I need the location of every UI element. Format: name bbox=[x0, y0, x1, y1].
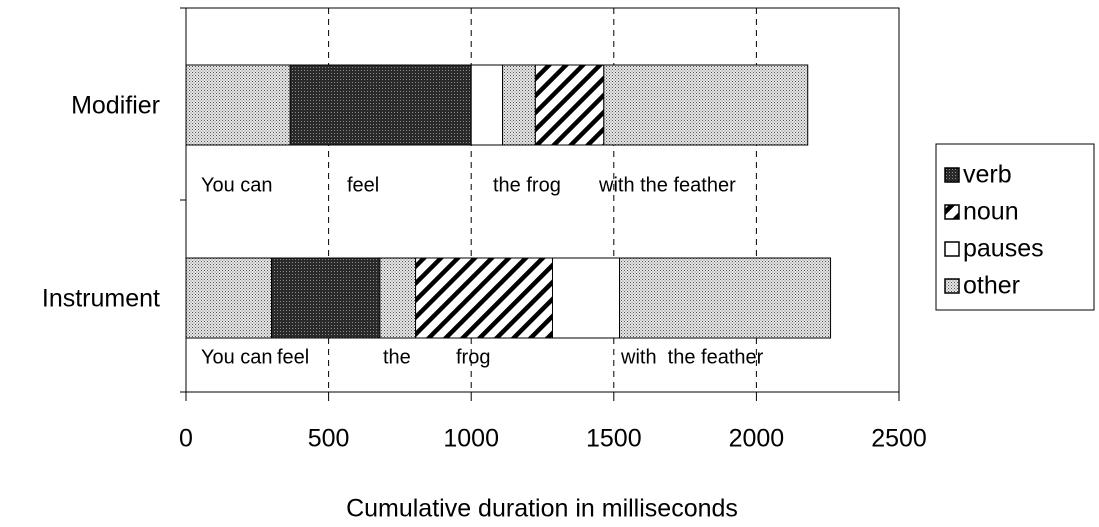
x-tick-label: 2500 bbox=[871, 425, 927, 453]
x-tick-label: 2000 bbox=[729, 425, 785, 453]
x-tick-label: 0 bbox=[179, 425, 193, 453]
legend-swatch bbox=[944, 241, 960, 257]
bar-segment bbox=[379, 257, 417, 339]
x-tick-label: 1000 bbox=[443, 425, 499, 453]
word-label: the bbox=[383, 346, 411, 368]
bar-segment bbox=[502, 64, 536, 146]
legend bbox=[935, 143, 1095, 311]
legend-label: other bbox=[963, 272, 1020, 300]
bar-segment bbox=[534, 64, 605, 146]
legend-swatch bbox=[944, 167, 960, 183]
bar-segment bbox=[271, 257, 381, 339]
bar-segment bbox=[551, 257, 621, 339]
legend-label: verb bbox=[963, 161, 1012, 189]
word-label: with the feather bbox=[598, 174, 736, 196]
word-label: You can bbox=[201, 174, 273, 196]
word-label: feel bbox=[347, 174, 379, 196]
bar-segment bbox=[415, 257, 553, 339]
word-label: feel bbox=[277, 346, 309, 368]
legend-swatch bbox=[944, 204, 960, 220]
legend-label: noun bbox=[963, 198, 1019, 226]
bar-segment bbox=[185, 257, 273, 339]
bar-segment bbox=[289, 64, 472, 146]
word-label: You can bbox=[201, 346, 273, 368]
bar-segment bbox=[185, 64, 291, 146]
legend-swatch bbox=[944, 278, 960, 294]
bar-segment bbox=[603, 64, 809, 146]
x-tick-label: 1500 bbox=[586, 425, 642, 453]
legend-label: pauses bbox=[963, 235, 1044, 263]
word-label: with the feather bbox=[620, 346, 764, 368]
bar-segment bbox=[470, 64, 504, 146]
category-label: Instrument bbox=[42, 285, 160, 313]
x-tick-label: 500 bbox=[308, 425, 350, 453]
x-axis-label: Cumulative duration in milliseconds bbox=[346, 495, 738, 523]
word-label: the frog bbox=[493, 174, 561, 196]
category-label: Modifier bbox=[71, 92, 160, 120]
bar-segment bbox=[619, 257, 832, 339]
word-label: frog bbox=[456, 346, 490, 368]
